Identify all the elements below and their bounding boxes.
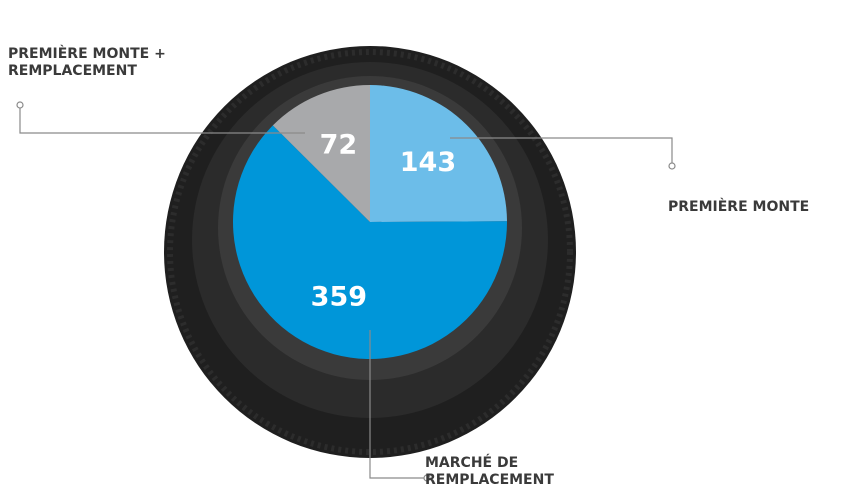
category-label: PREMIÈRE MONTE [668, 199, 810, 215]
pie: 143 359 72 [233, 85, 508, 359]
tire-tread [167, 49, 573, 455]
pie-slice [272, 85, 370, 222]
leader-line [450, 137, 673, 163]
pie-slice [233, 125, 508, 359]
leader-dot [668, 162, 676, 170]
leader-lines [16, 101, 676, 482]
leader-line [369, 330, 424, 479]
value-label: 72 [320, 130, 358, 161]
leader-line [19, 108, 305, 134]
value-label: 143 [400, 147, 456, 178]
value-label: 359 [311, 282, 367, 313]
pie-slice [370, 85, 507, 222]
category-label: MARCHÉ DE REMPLACEMENT [425, 455, 554, 488]
category-label: PREMIÈRE MONTE + REMPLACEMENT [8, 46, 166, 79]
leader-dot [16, 101, 24, 109]
leader-dot [423, 474, 431, 482]
